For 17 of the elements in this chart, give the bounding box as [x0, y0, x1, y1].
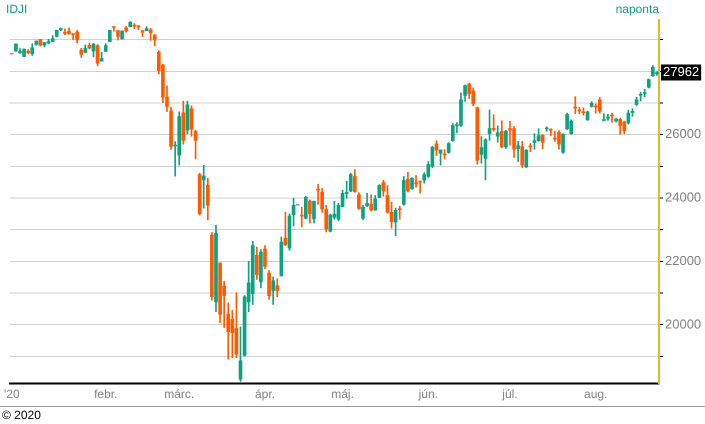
y-tick-label: 26000: [665, 126, 702, 142]
candlestick: [120, 30, 124, 40]
x-tick-label: '20: [4, 387, 20, 402]
y-tick-label: 20000: [665, 316, 702, 332]
chart-subtitle: naponta: [616, 2, 659, 16]
chart-title: IDJI: [6, 2, 28, 16]
x-tick-label: jún.: [418, 387, 438, 402]
x-tick-label: ápr.: [254, 387, 275, 402]
x-tick-label: máj.: [331, 387, 354, 402]
y-tick-label: 22000: [665, 252, 702, 268]
x-tick-label: febr.: [94, 387, 118, 402]
x-tick-label: júl.: [501, 387, 518, 402]
text: © 2020: [2, 408, 41, 422]
annotation: 27962: [663, 64, 700, 80]
x-tick-label: aug.: [584, 387, 608, 402]
x-tick-label: márc.: [164, 387, 194, 402]
y-tick-label: 24000: [665, 190, 702, 205]
